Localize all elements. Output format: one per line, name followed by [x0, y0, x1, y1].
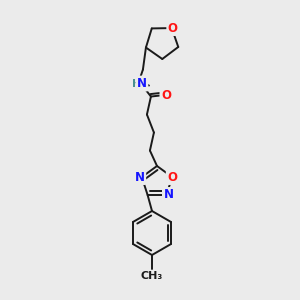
Text: N: N [164, 188, 173, 201]
Text: N: N [137, 77, 147, 90]
Text: O: O [161, 89, 171, 102]
Text: O: O [167, 171, 177, 184]
Text: CH₃: CH₃ [141, 271, 163, 281]
Text: O: O [168, 22, 178, 34]
Text: H: H [132, 79, 142, 88]
Text: N: N [135, 171, 145, 184]
